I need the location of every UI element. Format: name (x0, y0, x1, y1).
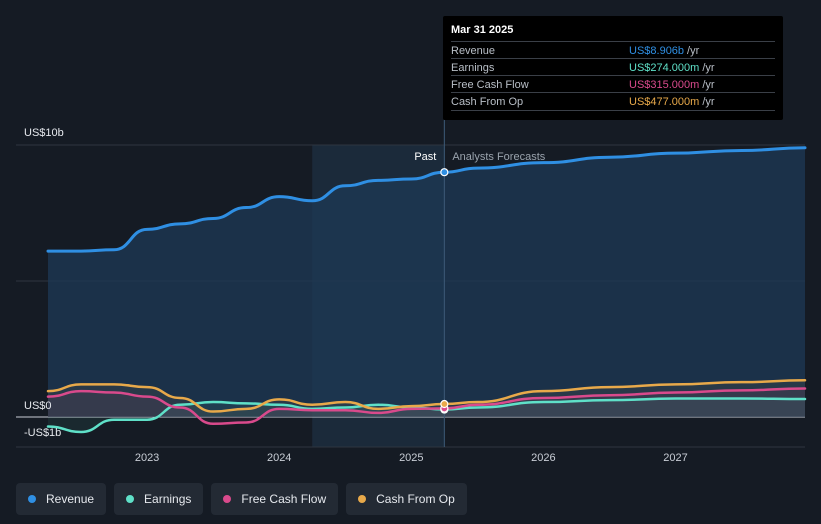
cash-from-op-line (46, 379, 807, 413)
tooltip-label: Cash From Op (451, 96, 524, 108)
cash-from-op-area (48, 380, 805, 417)
legend-label: Free Cash Flow (241, 492, 327, 506)
legend-item-free-cash-flow[interactable]: Free Cash Flow (211, 483, 339, 515)
tooltip-value: US$315.000m/yr (629, 79, 715, 91)
forecast-label: Analysts Forecasts (452, 151, 545, 163)
legend: Revenue Earnings Free Cash Flow Cash Fro… (16, 483, 467, 515)
free-cash-flow-dot-icon (223, 495, 232, 503)
legend-label: Cash From Op (376, 492, 455, 506)
x-tick-label: 2025 (399, 452, 423, 464)
tooltip: Mar 31 2025 Revenue US$8.906b/yr Earning… (443, 16, 783, 120)
x-tick-label: 2024 (267, 452, 291, 464)
legend-item-cash-from-op[interactable]: Cash From Op (346, 483, 467, 515)
y-tick-label: -US$1b (24, 427, 61, 439)
cash-from-op-dot-icon (358, 495, 367, 503)
series-areas (48, 147, 805, 432)
financial-line-chart: US$10b US$0 -US$1b 2023 2024 2025 2026 2027 Pa… (16, 120, 807, 464)
earnings-line (46, 397, 807, 434)
free-cash-flow-area (48, 388, 805, 424)
x-tick-label: 2026 (531, 452, 555, 464)
revenue-dot-icon (28, 495, 36, 503)
y-tick-label: US$0 (24, 400, 52, 412)
earnings-dot-icon (126, 495, 135, 503)
tooltip-row-earnings: Earnings US$274.000m/yr (451, 58, 775, 76)
tooltip-value: US$274.000m/yr (629, 62, 715, 74)
x-tick-label: 2027 (663, 452, 687, 464)
legend-label: Earnings (144, 492, 192, 506)
y-tick-label: US$10b (24, 127, 64, 139)
cash-from-op-marker (440, 399, 449, 409)
series-lines (46, 146, 807, 434)
tooltip-row-cfo: Cash From Op US$477.000m/yr (451, 92, 775, 111)
tooltip-label: Earnings (451, 62, 495, 74)
tooltip-row-fcf: Free Cash Flow US$315.000m/yr (451, 75, 775, 93)
revenue-marker (440, 168, 449, 177)
tooltip-label: Revenue (451, 45, 496, 57)
tooltip-label: Free Cash Flow (451, 79, 529, 91)
free-cash-flow-line (46, 387, 807, 426)
tooltip-row-revenue: Revenue US$8.906b/yr (451, 41, 775, 59)
revenue-line (46, 146, 807, 253)
revenue-area (48, 147, 805, 417)
tooltip-value: US$477.000m/yr (629, 96, 715, 108)
earnings-area (48, 398, 805, 432)
tooltip-value: US$8.906b/yr (629, 45, 700, 57)
y-axis-labels: US$10b US$0 -US$1b (24, 127, 64, 439)
legend-item-earnings[interactable]: Earnings (114, 483, 204, 515)
legend-item-revenue[interactable]: Revenue (16, 483, 107, 515)
tooltip-date: Mar 31 2025 (451, 24, 514, 36)
x-axis-labels: 2023 2024 2025 2026 2027 (135, 452, 688, 464)
current-value-markers (440, 168, 449, 414)
x-tick-label: 2023 (135, 452, 159, 464)
legend-label: Revenue (46, 492, 95, 506)
past-label: Past (414, 151, 436, 163)
